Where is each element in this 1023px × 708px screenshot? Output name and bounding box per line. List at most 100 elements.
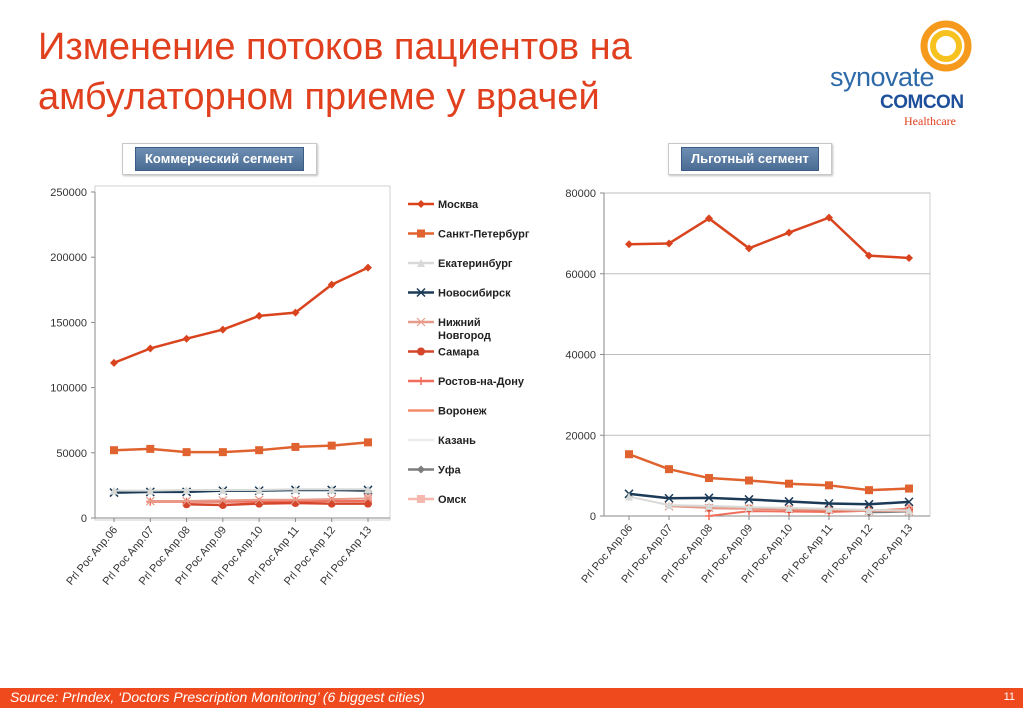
data-point	[705, 501, 713, 510]
data-point	[785, 503, 793, 512]
preferential-segment-button[interactable]: Льготный сегмент	[668, 143, 832, 175]
y-tick-label: 40000	[565, 350, 596, 362]
series-line	[114, 488, 368, 492]
data-point	[665, 501, 673, 510]
logo-rings-icon	[920, 20, 972, 72]
data-point	[705, 214, 713, 223]
data-point	[625, 240, 633, 249]
data-point	[784, 496, 794, 506]
data-point	[865, 251, 873, 260]
data-point	[625, 450, 633, 459]
series-Екатеринбург	[625, 492, 913, 515]
y-tick-label: 0	[590, 511, 596, 523]
data-point	[145, 496, 155, 506]
legend-marker	[417, 229, 425, 238]
preferential-segment-label: Льготный сегмент	[681, 147, 819, 171]
data-point	[363, 494, 373, 503]
data-point	[291, 485, 300, 494]
series-Новосибирск	[624, 489, 914, 509]
data-point	[825, 481, 833, 490]
legend-label: Новосибирск	[438, 288, 511, 300]
y-tick-label: 150000	[50, 317, 87, 329]
data-point	[291, 442, 300, 451]
legend-label: Воронеж	[438, 406, 487, 418]
data-point	[865, 486, 873, 495]
data-point	[182, 334, 191, 343]
legend-item: Казань	[408, 435, 476, 447]
data-point	[327, 499, 336, 508]
data-point	[110, 446, 118, 455]
data-point	[625, 492, 633, 501]
series-line	[628, 216, 910, 260]
series-Санкт-Петербург	[110, 438, 372, 457]
commercial-segment-button[interactable]: Коммерческий сегмент	[122, 143, 317, 175]
data-point	[665, 239, 673, 248]
legend-label: Уфа	[438, 465, 461, 477]
series-line	[628, 453, 910, 492]
legend-label: Москва	[438, 199, 479, 211]
data-point	[255, 311, 264, 320]
legend-marker	[417, 495, 425, 503]
data-point	[664, 493, 674, 503]
data-point	[745, 503, 753, 512]
data-point	[146, 444, 155, 453]
legend-marker	[417, 465, 425, 474]
series-line	[628, 492, 910, 506]
synovate-logo: synovate COMCON Healthcare	[830, 18, 1010, 128]
series-line	[113, 441, 369, 454]
data-point	[218, 448, 227, 457]
data-point	[864, 499, 874, 509]
legend-label: Екатеринбург	[438, 258, 513, 270]
legend-item: Омск	[408, 494, 467, 506]
legend-marker	[416, 317, 426, 327]
y-tick-label: 250000	[50, 187, 87, 199]
data-point	[705, 512, 713, 520]
legend-marker	[417, 259, 425, 267]
legend-marker	[417, 377, 425, 385]
legend-item: Самара	[408, 347, 480, 359]
data-point	[905, 506, 913, 515]
legend-label: Нижний	[438, 317, 481, 329]
data-point	[364, 263, 372, 272]
series-line	[186, 501, 368, 507]
data-point	[327, 494, 337, 504]
legend-item: Москва	[408, 199, 479, 211]
series-Москва	[110, 263, 372, 367]
data-point	[865, 505, 873, 514]
legend-label: Новгород	[438, 330, 491, 342]
series-Нижний Новгород	[145, 494, 373, 506]
series-line	[628, 495, 910, 512]
data-point	[825, 213, 833, 222]
legend-item: Воронеж	[408, 406, 487, 418]
data-point	[905, 484, 913, 493]
legend-marker	[417, 347, 425, 356]
data-point	[785, 228, 793, 237]
series-Москва	[625, 213, 913, 263]
commercial-segment-label: Коммерческий сегмент	[135, 147, 304, 171]
data-point	[785, 479, 793, 488]
data-point	[904, 497, 914, 507]
data-point	[327, 485, 336, 494]
y-tick-label: 0	[81, 513, 87, 525]
series-line	[113, 266, 369, 364]
y-tick-label: 80000	[565, 188, 596, 200]
page-title: Изменение потоков пациентов на амбулатор…	[38, 26, 632, 118]
data-point	[146, 486, 155, 495]
legend-label: Санкт-Петербург	[438, 229, 530, 241]
data-point	[218, 485, 227, 494]
data-point	[218, 500, 227, 509]
data-point	[218, 325, 227, 334]
legend-marker	[416, 287, 426, 298]
data-point	[291, 308, 300, 317]
legend-item: Новосибирск	[408, 288, 511, 300]
data-point	[254, 495, 264, 505]
data-point	[218, 495, 228, 505]
logo-line-2: COMCON	[880, 92, 964, 113]
footer-bar: Source: PrIndex, ‘Doctors Prescription M…	[0, 688, 1023, 708]
legend-label: Самара	[438, 347, 480, 359]
legend-item: Уфа	[408, 465, 461, 477]
data-point	[255, 485, 264, 494]
